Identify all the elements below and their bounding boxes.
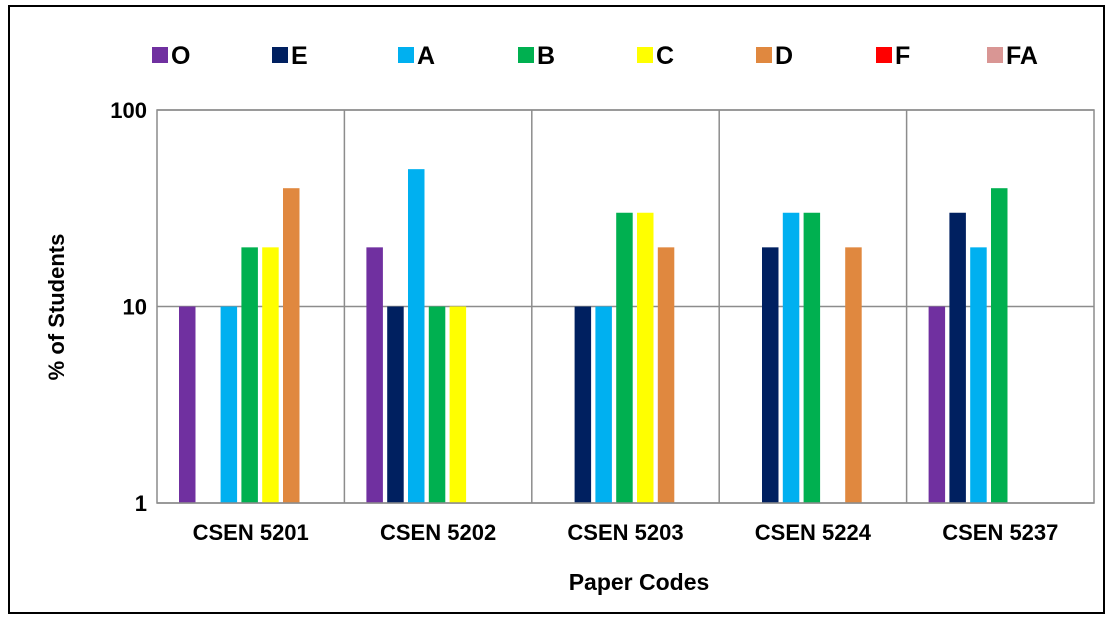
legend-swatch-o xyxy=(152,47,168,63)
legend-swatch-b xyxy=(518,47,534,63)
bar-a-csen-5201 xyxy=(220,306,238,503)
bar-a-csen-5224 xyxy=(782,212,800,503)
bar-e-csen-5224 xyxy=(762,247,779,503)
legend-label-b: B xyxy=(537,42,555,70)
bar-b-csen-5202 xyxy=(428,306,446,503)
bar-e-csen-5202 xyxy=(387,306,404,503)
y-tick-label-100: 100 xyxy=(110,98,147,123)
bar-b-csen-5203 xyxy=(616,212,633,503)
bar-d-csen-5203 xyxy=(657,247,675,503)
plot-area-border xyxy=(156,109,1095,504)
x-tick-label-csen-5203: CSEN 5203 xyxy=(567,520,683,545)
bar-o-csen-5202 xyxy=(366,247,383,503)
bar-b-csen-5201 xyxy=(241,247,258,503)
legend-swatch-d xyxy=(756,47,772,63)
legend-label-a: A xyxy=(417,42,435,70)
bars xyxy=(179,169,1008,504)
bar-b-csen-5237 xyxy=(991,188,1008,504)
legend-label-f: F xyxy=(895,42,910,70)
bar-c-csen-5201 xyxy=(262,247,279,503)
x-tick-label-csen-5237: CSEN 5237 xyxy=(942,520,1058,545)
bar-a-csen-5237 xyxy=(970,247,987,503)
bar-d-csen-5201 xyxy=(283,188,300,504)
legend-label-o: O xyxy=(171,42,190,70)
axes xyxy=(156,109,1095,504)
bar-d-csen-5224 xyxy=(845,247,862,503)
bar-c-csen-5203 xyxy=(637,212,654,503)
legend-label-c: C xyxy=(656,42,674,70)
x-axis-label: Paper Codes xyxy=(569,569,710,595)
legend-swatch-fa xyxy=(987,47,1003,63)
x-tick-label-csen-5224: CSEN 5224 xyxy=(755,520,872,545)
bar-o-csen-5237 xyxy=(928,306,946,503)
x-tick-label-csen-5202: CSEN 5202 xyxy=(380,520,496,545)
x-tick-label-csen-5201: CSEN 5201 xyxy=(193,520,309,545)
bar-e-csen-5237 xyxy=(949,212,966,503)
bar-a-csen-5203 xyxy=(595,306,612,503)
y-axis-label: % of Students xyxy=(44,234,69,381)
legend-swatch-f xyxy=(876,47,892,63)
legend-label-e: E xyxy=(291,42,308,70)
legend: O E A B C D F FA xyxy=(152,42,1038,70)
chart-frame: O E A B C D F FA 1 10 100 CSEN 5201 CSEN 5202 CSEN … xyxy=(8,5,1105,614)
y-tick-label-1: 1 xyxy=(135,491,147,516)
bar-o-csen-5201 xyxy=(179,306,196,503)
legend-swatch-a xyxy=(398,47,414,63)
legend-swatch-e xyxy=(272,47,288,63)
bar-b-csen-5224 xyxy=(803,212,821,503)
bar-a-csen-5202 xyxy=(408,169,425,503)
bar-e-csen-5203 xyxy=(574,306,592,503)
y-tick-labels: 1 10 100 xyxy=(110,98,147,516)
legend-label-d: D xyxy=(775,42,793,70)
x-tick-labels: CSEN 5201 CSEN 5202 CSEN 5203 CSEN 5224 CSEN… xyxy=(193,520,1059,545)
bar-c-csen-5202 xyxy=(449,306,467,503)
y-tick-label-10: 10 xyxy=(123,295,147,320)
legend-label-fa: FA xyxy=(1006,42,1038,70)
legend-swatch-c xyxy=(637,47,653,63)
